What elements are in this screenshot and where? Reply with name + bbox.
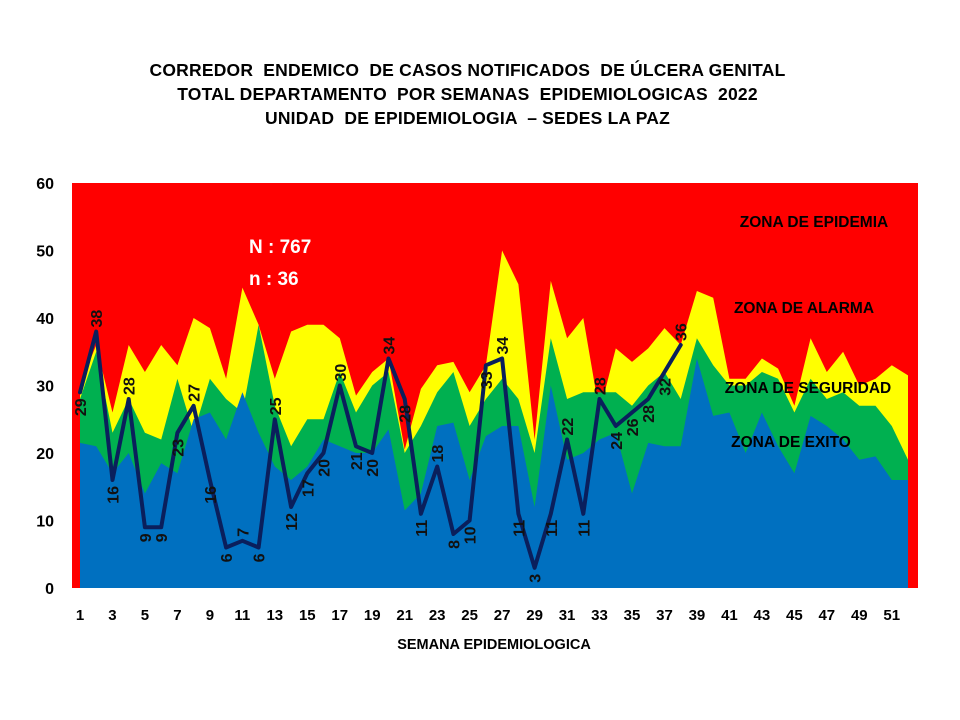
data-label: 34 [495,337,512,355]
x-tick-label: 3 [108,607,116,624]
data-label: 18 [430,445,447,463]
x-tick-label: 19 [364,607,381,624]
data-label: 23 [170,439,187,457]
data-label: 12 [284,513,301,531]
data-label: 20 [317,459,334,477]
x-tick-label: 1 [76,607,84,624]
x-tick-label: 13 [266,607,283,624]
title-line-2: TOTAL DEPARTAMENTO POR SEMANAS EPIDEMIOL… [177,84,758,104]
data-label: 33 [479,371,496,389]
data-label: 32 [658,378,675,396]
x-tick-label: 41 [721,607,738,624]
x-tick-label: 21 [396,607,413,624]
x-tick-label: 33 [591,607,608,624]
data-label: 8 [446,540,463,549]
data-label: 34 [382,337,399,355]
data-label: 25 [268,397,285,415]
data-label: 9 [154,533,171,542]
y-tick-label: 50 [36,244,54,261]
cases-line [78,329,683,570]
x-tick-label: 37 [656,607,673,624]
data-label: 28 [593,377,610,395]
x-tick-label: 11 [234,607,250,624]
y-tick-label: 20 [36,446,54,463]
y-tick-label: 10 [36,514,54,531]
data-label: 11 [576,520,593,537]
title-line-3: UNIDAD DE EPIDEMIOLOGIA – SEDES LA PAZ [264,108,671,128]
data-label: 6 [252,553,269,562]
x-tick-label: 29 [526,607,543,624]
y-tick-label: 40 [36,311,54,328]
data-label: 22 [560,418,577,436]
data-label: 11 [414,520,431,537]
y-tick-label: 30 [36,379,54,396]
data-label: 9 [138,533,155,542]
data-label: 28 [641,405,658,423]
data-label: 28 [398,405,415,423]
data-label: 3 [528,574,545,583]
x-tick-label: 49 [851,607,868,624]
data-label: 6 [219,553,236,562]
x-axis-title: SEMANA EPIDEMIOLOGICA [397,637,591,653]
data-label: 7 [235,528,252,537]
x-tick-label: 25 [461,607,478,624]
x-tick-label: 31 [559,607,576,624]
title-line-1: CORREDOR ENDEMICO DE CASOS NOTIFICADOS D… [149,60,786,80]
data-label: 11 [544,520,561,537]
x-tick-label: 17 [331,607,348,624]
y-tick-label: 60 [36,176,54,193]
zone-label-exito: ZONA DE EXITO [731,434,851,451]
data-label: 26 [625,418,642,436]
annotation-week-n: n : 36 [249,269,299,290]
data-label: 21 [349,452,366,470]
chart-title: CORREDOR ENDEMICO DE CASOS NOTIFICADOS D… [0,58,935,130]
zone-label-seguridad: ZONA DE SEGURIDAD [725,380,892,397]
data-label: 38 [89,310,106,328]
x-tick-label: 47 [818,607,835,624]
data-label: 20 [365,459,382,477]
data-label: 17 [300,479,317,497]
x-tick-label: 5 [141,607,149,624]
data-label: 36 [674,323,691,341]
x-tick-label: 39 [689,607,706,624]
annotation-total-N: N : 767 [249,237,311,258]
data-label: 16 [106,486,123,504]
x-tick-label: 9 [206,607,214,624]
data-label: 29 [73,398,90,416]
y-tick-label: 0 [45,581,54,598]
x-tick-label: 15 [299,607,316,624]
x-tick-label: 43 [754,607,771,624]
zone-label-epidemia: ZONA DE EPIDEMIA [740,214,888,231]
data-label: 10 [463,526,480,544]
data-label: 24 [609,432,626,450]
x-tick-label: 7 [173,607,181,624]
zone-label-alarma: ZONA DE ALARMA [734,300,874,317]
data-label: 11 [511,520,528,537]
data-label: 16 [203,486,220,504]
x-tick-label: 27 [494,607,511,624]
data-label: 27 [187,384,204,402]
x-tick-label: 23 [429,607,446,624]
data-label: 28 [122,377,139,395]
x-tick-label: 45 [786,607,803,624]
x-tick-label: 51 [883,607,900,624]
zone-exito-area [80,358,908,588]
x-tick-label: 35 [624,607,641,624]
data-label: 30 [333,364,350,382]
